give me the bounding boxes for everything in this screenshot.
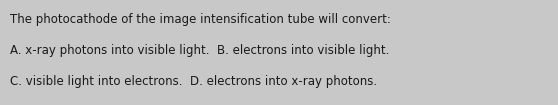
- Text: C. visible light into electrons.  D. electrons into x-ray photons.: C. visible light into electrons. D. elec…: [10, 75, 377, 88]
- Text: A. x-ray photons into visible light.  B. electrons into visible light.: A. x-ray photons into visible light. B. …: [10, 44, 389, 57]
- Text: The photocathode of the image intensification tube will convert:: The photocathode of the image intensific…: [10, 13, 391, 26]
